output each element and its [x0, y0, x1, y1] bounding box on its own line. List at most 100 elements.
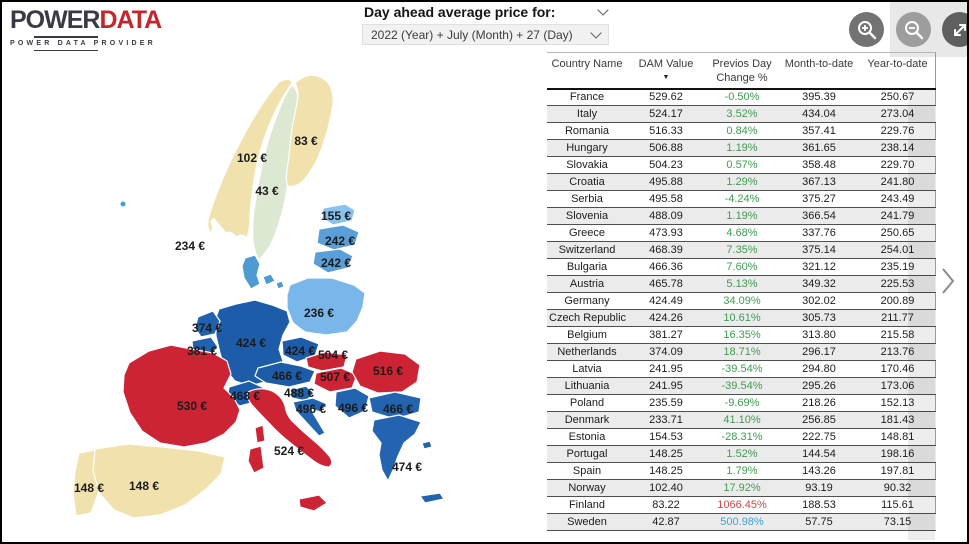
- table-row[interactable]: Slovenia 488.09 1.19% 366.54 241.79: [547, 207, 936, 225]
- date-slicer: Day ahead average price for: 2022 (Year)…: [362, 4, 609, 45]
- cell-dam-value: 148.25: [649, 465, 683, 477]
- map-country-austria[interactable]: [254, 361, 316, 388]
- map-greece-island-icon[interactable]: [421, 440, 433, 450]
- map-country-romania[interactable]: [351, 350, 421, 394]
- table-row[interactable]: Belgium 381.27 16.35% 313.80 215.58: [547, 327, 936, 344]
- map-country-croatia[interactable]: [292, 397, 328, 437]
- table-row[interactable]: Czech Republic 424.26 10.61% 305.73 211.77: [547, 309, 936, 327]
- next-page-button[interactable]: [940, 266, 956, 301]
- map-country-norway[interactable]: [207, 78, 293, 239]
- cell-country: Slovakia: [566, 159, 608, 171]
- map-country-italy[interactable]: [246, 388, 333, 468]
- map-country-slovenia[interactable]: [289, 385, 315, 402]
- map-country-latvia[interactable]: [316, 224, 360, 251]
- cell-year-to-date: 90.32: [883, 482, 912, 494]
- cell-country: Slovenia: [565, 210, 609, 222]
- table-row[interactable]: Germany 424.49 34.09% 302.02 200.89: [547, 293, 936, 310]
- map-denmark-island-icon[interactable]: [262, 273, 276, 286]
- cell-dam-value: 529.62: [649, 91, 683, 104]
- column-header-year-to-date[interactable]: Year-to-date: [867, 58, 928, 70]
- map-denmark-island2-icon[interactable]: [275, 280, 285, 290]
- table-row[interactable]: Hungary 506.88 1.19% 361.65 238.14: [547, 139, 936, 157]
- table-row[interactable]: Norway 102.40 17.92% 93.19 90.32: [547, 479, 936, 497]
- table-row[interactable]: Romania 516.33 0.84% 357.41 229.76: [547, 123, 936, 140]
- zoom-in-button[interactable]: [849, 12, 884, 47]
- table-scrollbar[interactable]: [908, 88, 935, 540]
- table-row[interactable]: Italy 524.17 3.52% 434.04 273.04: [547, 105, 936, 123]
- slicer-dropdown[interactable]: 2022 (Year) + July (Month) + 27 (Day): [362, 24, 609, 45]
- cell-month-to-date: 313.80: [802, 329, 836, 341]
- cell-year-to-date: 235.19: [880, 261, 915, 273]
- cell-country: Norway: [568, 482, 606, 494]
- cell-year-to-date: 238.14: [880, 142, 915, 154]
- column-header-month-to-date[interactable]: Month-to-date: [784, 58, 854, 70]
- table-row[interactable]: Netherlands 374.09 18.71% 296.17 213.76: [547, 343, 936, 361]
- column-header-prev-day-change[interactable]: Previos Day Change %: [712, 58, 772, 84]
- table-row[interactable]: France 529.62 -0.50% 395.39 250.67: [547, 89, 936, 106]
- table-row[interactable]: Switzerland 468.39 7.35% 375.14 254.01: [547, 241, 936, 259]
- brand-power: POWER: [10, 6, 100, 34]
- table-body: France 529.62 -0.50% 395.39 250.67 Italy 524.1…: [547, 89, 936, 531]
- map-country-lithuania[interactable]: [312, 248, 354, 274]
- cell-country: Netherlands: [557, 346, 617, 358]
- map-country-greece[interactable]: [371, 414, 422, 482]
- cell-change: 1.79%: [726, 465, 758, 477]
- cell-change: -4.24%: [724, 193, 760, 205]
- cell-dam-value: 488.09: [649, 210, 683, 222]
- table-row[interactable]: Bulgaria 466.36 7.60% 321.12 235.19: [547, 259, 936, 276]
- table-row[interactable]: Spain 148.25 1.79% 143.26 197.81: [547, 463, 936, 480]
- cell-change: -39.54%: [721, 380, 763, 392]
- map-country-spain[interactable]: [91, 443, 226, 519]
- table-row[interactable]: Portugal 148.25 1.52% 144.54 198.16: [547, 445, 936, 463]
- cell-country: Spain: [572, 465, 602, 477]
- cell-month-to-date: 337.76: [802, 227, 836, 239]
- brand-data: DATA: [99, 6, 162, 34]
- cell-change: 34.09%: [723, 295, 761, 307]
- cell-month-to-date: 302.02: [802, 295, 836, 307]
- table-row[interactable]: Lithuania 241.95 -39.54% 295.26 173.06: [547, 377, 936, 395]
- cell-month-to-date: 295.26: [802, 380, 836, 392]
- map-country-hungary[interactable]: [313, 367, 358, 393]
- table-row[interactable]: Slovakia 504.23 0.57% 358.48 229.70: [547, 157, 936, 174]
- cell-country: Finland: [568, 499, 606, 511]
- table-row[interactable]: Austria 465.78 5.13% 349.32 225.53: [547, 275, 936, 293]
- map-sicily-icon[interactable]: [298, 494, 328, 512]
- column-header-country[interactable]: Country Name: [551, 58, 623, 70]
- table-row[interactable]: Estonia 154.53 -28.31% 222.75 148.81: [547, 429, 936, 446]
- cell-month-to-date: 375.27: [802, 193, 836, 205]
- table-row[interactable]: Poland 235.59 -9.69% 218.26 152.13: [547, 395, 936, 412]
- map-crete-icon[interactable]: [419, 492, 445, 504]
- cell-dam-value: 524.17: [649, 108, 683, 120]
- cell-year-to-date: 173.06: [880, 380, 915, 392]
- cell-country: Belgium: [567, 329, 607, 341]
- map-country-finland[interactable]: [285, 74, 334, 188]
- cell-year-to-date: 181.43: [880, 414, 915, 426]
- map-country-france[interactable]: [122, 344, 241, 448]
- table-row[interactable]: Latvia 241.95 -39.54% 294.80 170.46: [547, 361, 936, 378]
- table-row[interactable]: Finland 83.22 1066.45% 188.53 115.61: [547, 497, 936, 514]
- table-row[interactable]: Greece 473.93 4.68% 337.76 250.65: [547, 225, 936, 242]
- table-row[interactable]: Croatia 495.88 1.29% 367.13 241.80: [547, 173, 936, 191]
- map-corsica-icon[interactable]: [254, 424, 266, 444]
- map-country-netherlands[interactable]: [194, 310, 221, 338]
- table-row[interactable]: Denmark 233.71 41.10% 256.85 181.43: [547, 411, 936, 429]
- cell-dam-value: 233.71: [649, 414, 683, 426]
- map-country-slovakia[interactable]: [305, 351, 348, 372]
- table-row[interactable]: Serbia 495.58 -4.24% 375.27 243.49: [547, 191, 936, 208]
- column-header-dam-value[interactable]: DAM Value ▼: [627, 53, 705, 89]
- map-faroe-dot-icon: [120, 201, 126, 207]
- slicer-collapse-chevron-icon[interactable]: [597, 4, 609, 16]
- expand-button[interactable]: [942, 12, 967, 47]
- table-row[interactable]: Sweden 42.87 500.98% 57.75 73.15: [547, 513, 936, 531]
- map-country-bulgaria[interactable]: [368, 391, 422, 420]
- map-country-portugal[interactable]: [72, 449, 100, 517]
- map-country-serbia[interactable]: [334, 387, 370, 419]
- map-country-estonia[interactable]: [321, 203, 356, 226]
- cell-year-to-date: 152.13: [880, 397, 915, 409]
- map-country-denmark[interactable]: [241, 254, 261, 290]
- cell-dam-value: 154.53: [649, 431, 683, 443]
- map-country-poland[interactable]: [286, 277, 366, 336]
- map-sardinia-icon[interactable]: [247, 445, 265, 474]
- zoom-out-button[interactable]: [896, 12, 931, 47]
- table-header-row: Country Name DAM Value ▼ Previos Day Chan…: [547, 53, 936, 89]
